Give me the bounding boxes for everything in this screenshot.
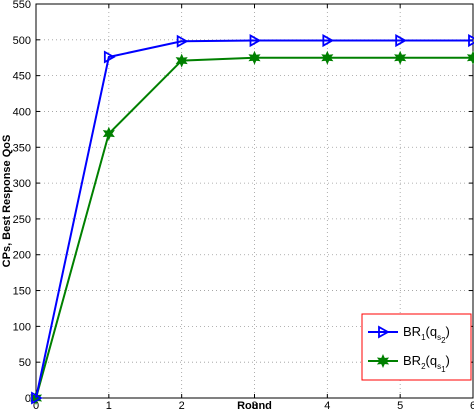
data-point xyxy=(395,34,408,48)
y-tick-label: 350 xyxy=(13,142,31,154)
legend-label: BR1(qs2) xyxy=(403,324,450,345)
legend-marker xyxy=(378,325,390,339)
y-tick-label: 400 xyxy=(13,106,31,118)
legend-label-part: ) xyxy=(446,353,450,368)
legend-label-part: s xyxy=(437,362,441,371)
legend-label-part: (q xyxy=(426,324,438,339)
legend-label-part: (q xyxy=(426,353,438,368)
legend-label-part: BR xyxy=(403,353,421,368)
data-point xyxy=(103,50,116,64)
series-layer xyxy=(29,34,474,405)
y-tick-label: 500 xyxy=(13,35,31,47)
y-tick-label: 550 xyxy=(13,0,31,11)
legend-box xyxy=(361,313,472,381)
x-tick-label: 4 xyxy=(324,400,330,412)
series-line xyxy=(35,39,473,399)
legend-label-part: BR xyxy=(403,324,421,339)
x-tick-label: 6 xyxy=(470,400,474,412)
y-tick-label: 50 xyxy=(19,357,31,369)
legend-label: BR2(qs1) xyxy=(403,353,450,374)
legend-label-part: s xyxy=(437,333,441,342)
data-point xyxy=(248,50,261,65)
data-point xyxy=(31,391,43,405)
y-tick-label: 100 xyxy=(13,321,31,333)
data-point xyxy=(175,53,188,68)
data-point xyxy=(394,50,407,65)
data-point xyxy=(321,50,334,65)
legend-label-part: ) xyxy=(446,324,450,339)
y-tick-label: 300 xyxy=(13,178,31,190)
x-tick-label: 1 xyxy=(106,400,112,412)
x-tick-label: 0 xyxy=(33,400,39,412)
data-point xyxy=(176,34,189,48)
data-point xyxy=(249,34,262,48)
y-tick-label: 250 xyxy=(13,214,31,226)
data-point xyxy=(322,34,335,48)
legend-label-part: 1 xyxy=(421,333,426,342)
legend-item: BR2(qs1) xyxy=(368,353,450,374)
y-tick-label: 450 xyxy=(13,71,31,83)
legend: BR1(qs2)BR2(qs1) xyxy=(361,313,472,381)
data-point xyxy=(466,50,474,65)
y-axis-title: CPs, Best Response QoS xyxy=(1,135,13,268)
axis-ticks: 0 1 2 3 4 5 6 0 50 100 150 200 250 300 350 400 450 500 550 xyxy=(13,0,474,412)
x-tick-label: 3 xyxy=(251,400,257,412)
legend-label-part: 1 xyxy=(441,365,446,374)
y-tick-label: 150 xyxy=(13,286,31,298)
legend-label-part: 2 xyxy=(441,336,446,345)
legend-label-part: 2 xyxy=(421,362,426,371)
legend-marker xyxy=(376,354,390,368)
legend-item: BR1(qs2) xyxy=(368,324,450,345)
y-tick-label: 0 xyxy=(25,393,31,405)
x-tick-label: 2 xyxy=(179,400,185,412)
x-tick-label: 5 xyxy=(397,400,403,412)
data-point xyxy=(102,126,115,141)
x-axis-title: Round xyxy=(237,400,272,412)
y-tick-label: 200 xyxy=(13,250,31,262)
